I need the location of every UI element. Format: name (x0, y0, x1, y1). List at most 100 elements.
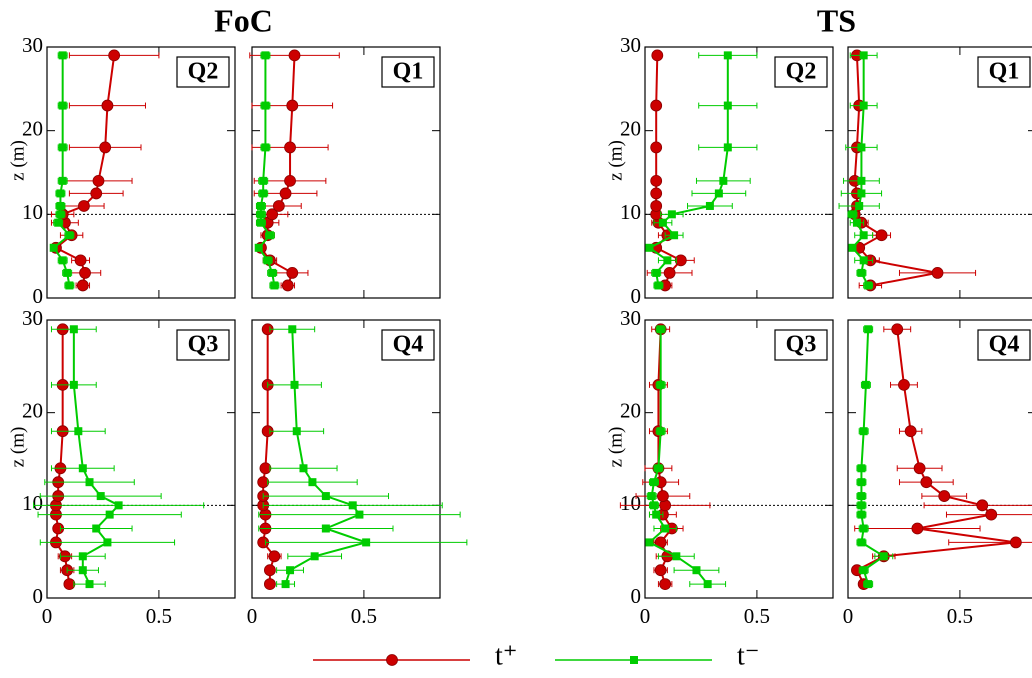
marker (256, 218, 265, 227)
marker (857, 501, 866, 510)
marker (658, 218, 667, 227)
marker (284, 141, 296, 154)
marker (256, 210, 265, 219)
legend-label: t⁺ (495, 640, 518, 671)
marker (264, 578, 276, 590)
panel-label: Q1 (989, 59, 1020, 85)
legend-marker (630, 656, 638, 664)
marker (857, 492, 866, 501)
y-tick-label: 0 (631, 284, 642, 308)
y-tick-label: 0 (33, 584, 44, 608)
marker (723, 143, 732, 152)
x-tick-label: 0.5 (146, 604, 172, 628)
marker (650, 141, 663, 154)
panel-label-box (774, 329, 828, 361)
panel-frame (644, 46, 834, 299)
marker (299, 464, 308, 473)
y-tick-label: 30 (22, 306, 43, 330)
marker (852, 218, 861, 227)
marker (855, 201, 864, 210)
marker (663, 266, 676, 279)
marker (848, 210, 857, 219)
panel-label: Q4 (393, 332, 424, 358)
x-tick-label: 0 (247, 604, 258, 628)
data-line (855, 329, 1016, 585)
marker (857, 176, 866, 185)
y-tick-label: 30 (620, 33, 641, 57)
marker (714, 189, 723, 198)
marker (79, 266, 91, 279)
y-tick-label: 0 (631, 584, 642, 608)
marker (650, 187, 663, 200)
panel-label: Q3 (188, 332, 219, 358)
marker (875, 229, 888, 242)
marker (78, 566, 87, 575)
panel-label: Q1 (393, 59, 424, 85)
marker (58, 143, 67, 152)
data-line (284, 329, 370, 585)
marker (290, 380, 299, 389)
marker (85, 478, 94, 487)
x-tick-label: 0 (42, 604, 53, 628)
marker (904, 425, 917, 438)
x-tick-label: 0.5 (947, 604, 973, 628)
marker (663, 256, 672, 265)
panel-label-box (176, 329, 230, 361)
panel-frame (847, 46, 1032, 299)
marker (279, 187, 292, 200)
marker (63, 578, 76, 590)
panel-label-box (977, 329, 1031, 361)
marker (672, 552, 681, 561)
y-axis-label: z (m) (605, 140, 626, 181)
marker (859, 256, 868, 265)
marker (56, 189, 65, 198)
marker (719, 176, 728, 185)
marker (284, 174, 296, 187)
x-tick-label: 0 (640, 604, 651, 628)
y-tick-label: 20 (620, 398, 641, 422)
marker (938, 490, 951, 502)
marker (861, 380, 870, 389)
panel-frame (847, 319, 1032, 599)
marker (99, 141, 112, 154)
marker (656, 427, 665, 436)
y-axis-label: z (m) (7, 140, 28, 181)
marker (649, 501, 658, 510)
panel-label: Q2 (786, 59, 817, 85)
marker (264, 564, 276, 577)
panel-frame (644, 319, 834, 599)
data-line (72, 329, 121, 585)
marker (705, 201, 714, 210)
y-axis-label: z (m) (7, 427, 28, 468)
marker (703, 580, 712, 589)
marker (259, 462, 272, 475)
marker (348, 501, 357, 510)
marker (654, 564, 667, 577)
marker (281, 279, 294, 292)
marker (647, 492, 656, 501)
group-title: FoC (214, 2, 273, 38)
marker (105, 510, 114, 519)
marker (650, 200, 663, 212)
marker (310, 552, 319, 561)
marker (56, 210, 65, 219)
y-tick-label: 10 (22, 491, 43, 515)
marker (268, 550, 281, 563)
marker (268, 268, 277, 277)
marker (857, 464, 866, 473)
panel-frame (46, 46, 236, 299)
marker (898, 378, 910, 391)
y-tick-label: 10 (620, 200, 641, 224)
marker (114, 501, 123, 510)
marker (879, 552, 888, 561)
marker (659, 578, 672, 590)
marker (649, 478, 658, 487)
marker (857, 478, 866, 487)
marker (58, 176, 67, 185)
marker (85, 580, 94, 589)
marker (259, 176, 268, 185)
marker (859, 101, 868, 110)
y-tick-label: 30 (22, 33, 43, 57)
marker (281, 580, 290, 589)
y-tick-label: 20 (22, 116, 43, 140)
